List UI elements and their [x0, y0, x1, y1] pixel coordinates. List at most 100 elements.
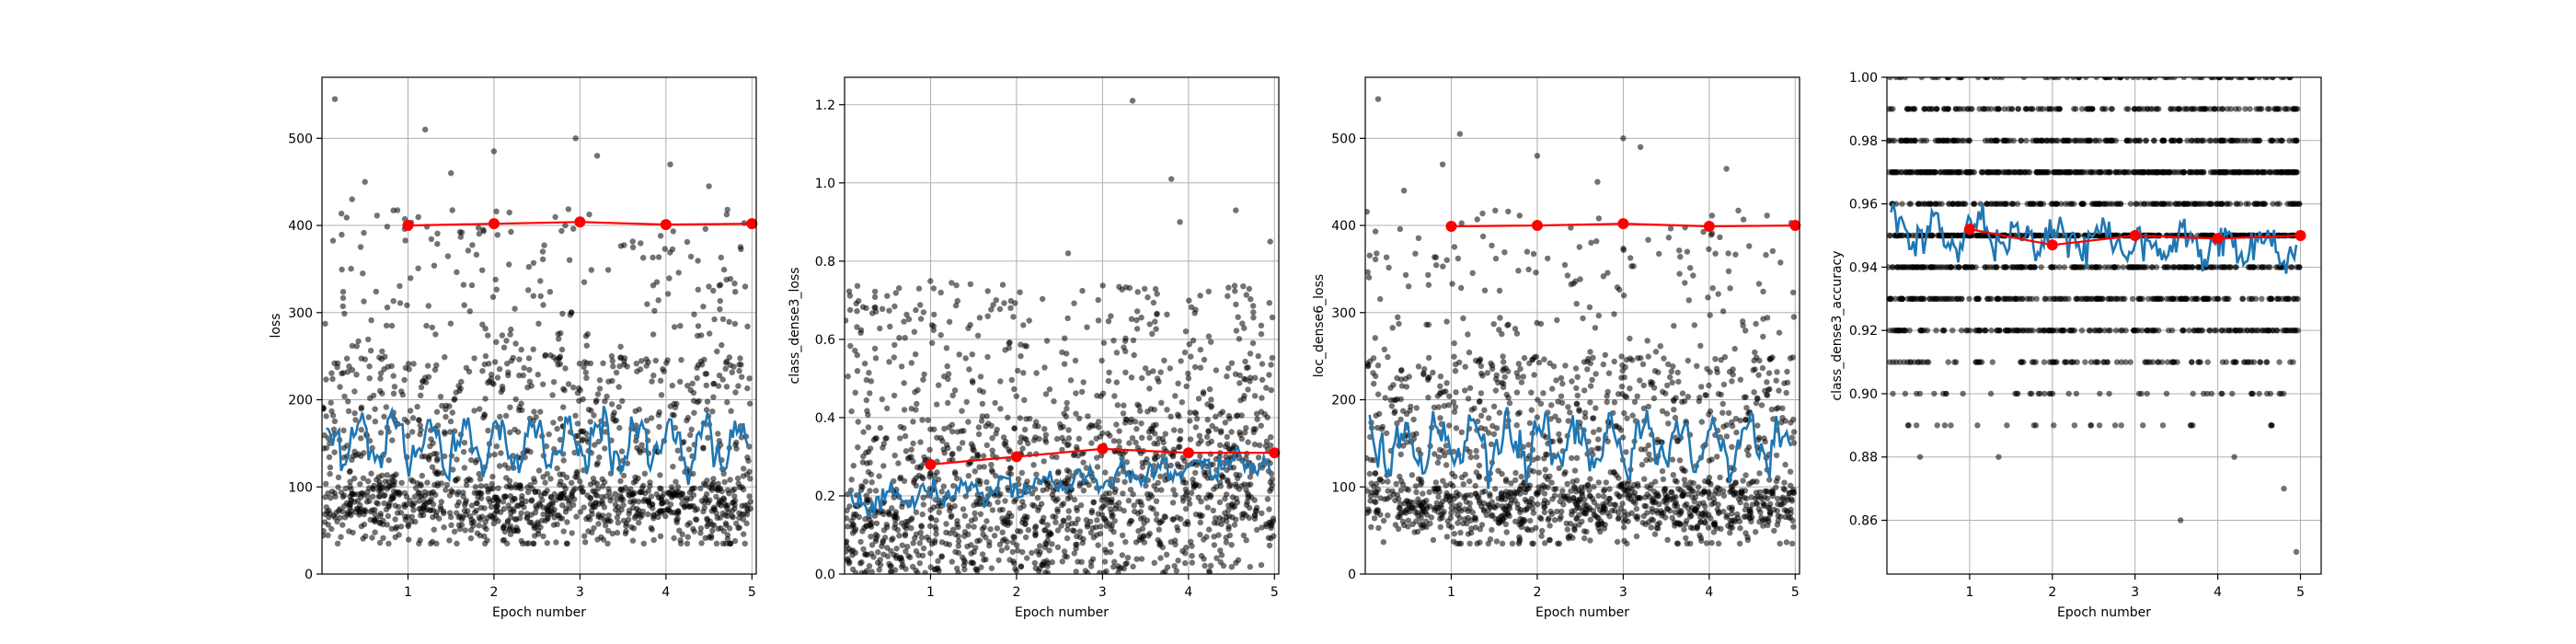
scatter-point: [859, 484, 866, 490]
scatter-point: [1154, 441, 1161, 447]
scatter-point: [1213, 515, 1219, 522]
scatter-point: [1485, 430, 1492, 436]
scatter-point: [711, 316, 718, 323]
scatter-point: [366, 363, 373, 370]
scatter-point: [1765, 522, 1771, 529]
x-tick-label: 1: [404, 585, 412, 600]
scatter-point: [747, 476, 753, 482]
scatter-point: [1066, 494, 1074, 500]
scatter-point: [704, 516, 711, 523]
scatter-point: [1640, 382, 1647, 389]
scatter-point: [1119, 532, 1126, 539]
scatter-point: [1564, 493, 1571, 500]
scatter-point: [1601, 525, 1608, 532]
scatter-point: [1054, 506, 1061, 512]
scatter-point: [361, 229, 367, 236]
scatter-point: [1676, 270, 1683, 277]
scatter-point: [1396, 496, 1402, 502]
scatter-point: [667, 161, 673, 167]
scatter-point: [1250, 309, 1257, 316]
scatter-point: [1681, 397, 1688, 405]
scatter-point: [419, 472, 425, 479]
scatter-point: [1372, 228, 1379, 235]
scatter-point: [383, 404, 389, 410]
scatter-point: [1021, 397, 1028, 403]
scatter-point: [556, 336, 562, 342]
scatter-point: [1258, 422, 1264, 429]
scatter-point: [486, 361, 492, 367]
scatter-point: [1032, 529, 1039, 536]
scatter-point: [494, 232, 500, 238]
scatter-point: [1496, 327, 1502, 333]
scatter-point: [1729, 511, 1735, 517]
scatter-point: [863, 376, 870, 384]
scatter-point: [1777, 540, 1783, 546]
scatter-point: [1116, 428, 1122, 434]
scatter-point: [1455, 255, 1462, 262]
scatter-point: [1478, 412, 1485, 419]
scatter-point: [976, 387, 983, 394]
scatter-point: [967, 281, 974, 288]
scatter-point: [1392, 522, 1399, 528]
scatter-point: [1782, 513, 1788, 521]
scatter-point: [1606, 495, 1613, 502]
scatter-point: [1458, 284, 1465, 292]
scatter-point: [1365, 362, 1372, 369]
scatter-point: [1131, 502, 1137, 509]
scatter-point: [1099, 282, 1106, 289]
scatter-point: [344, 369, 351, 375]
scatter-point: [886, 510, 892, 517]
scatter-point: [1011, 425, 1018, 431]
scatter-point: [1682, 280, 1688, 286]
scatter-point: [650, 501, 656, 508]
scatter-point: [640, 447, 647, 454]
scatter-point: [377, 375, 384, 382]
scatter-point: [428, 236, 435, 243]
scatter-point: [1742, 530, 1749, 536]
scatter-point: [1637, 495, 1644, 501]
scatter-point: [1080, 488, 1087, 494]
scatter-point: [1550, 363, 1558, 370]
scatter-point: [390, 298, 397, 305]
scatter-point: [1524, 526, 1532, 534]
scatter-point: [1720, 508, 1727, 515]
scatter-point: [604, 393, 610, 400]
scatter-point: [681, 439, 687, 445]
scatter-point: [1108, 541, 1114, 547]
scatter-point: [927, 550, 934, 557]
scatter-point: [537, 278, 544, 284]
scatter-point: [1208, 438, 1215, 445]
scatter-point: [735, 383, 742, 389]
scatter-point: [1748, 479, 1755, 486]
scatter-point: [372, 406, 378, 412]
scatter-point: [360, 270, 366, 277]
scatter-point: [1087, 558, 1095, 566]
scatter-point: [1098, 357, 1105, 364]
scatter-point: [422, 379, 430, 385]
scatter-point: [1123, 459, 1131, 466]
scatter-point: [716, 372, 723, 379]
scatter-point: [1097, 569, 1103, 574]
scatter-point: [1157, 369, 1164, 375]
scatter-point: [593, 153, 601, 159]
scatter-point: [1742, 506, 1749, 513]
scatter-point: [501, 528, 508, 535]
epoch-mean-marker: [1789, 220, 1801, 232]
scatter-point: [1179, 498, 1187, 504]
scatter-point: [1018, 352, 1024, 360]
scatter-point: [348, 512, 354, 519]
scatter-point: [499, 384, 506, 390]
scatter-point: [323, 480, 329, 488]
scatter-point: [384, 224, 391, 230]
scatter-point: [1046, 547, 1052, 554]
scatter-point: [516, 356, 523, 362]
scatter-point: [532, 489, 539, 496]
epoch-mean-marker: [1010, 451, 1022, 463]
scatter-point: [689, 485, 696, 492]
scatter-point: [1454, 489, 1460, 496]
scatter-point: [1710, 529, 1718, 535]
scatter-point: [1235, 412, 1241, 419]
moving-average-line: [326, 406, 749, 486]
scatter-point: [1011, 385, 1018, 393]
